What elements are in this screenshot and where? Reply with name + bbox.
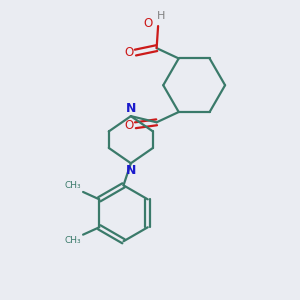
Text: O: O — [143, 17, 153, 30]
Text: O: O — [124, 119, 134, 132]
Text: N: N — [126, 102, 136, 115]
Text: CH₃: CH₃ — [65, 236, 82, 245]
Text: N: N — [126, 164, 136, 177]
Text: CH₃: CH₃ — [65, 182, 82, 190]
Text: H: H — [157, 11, 165, 21]
Text: O: O — [124, 46, 134, 59]
